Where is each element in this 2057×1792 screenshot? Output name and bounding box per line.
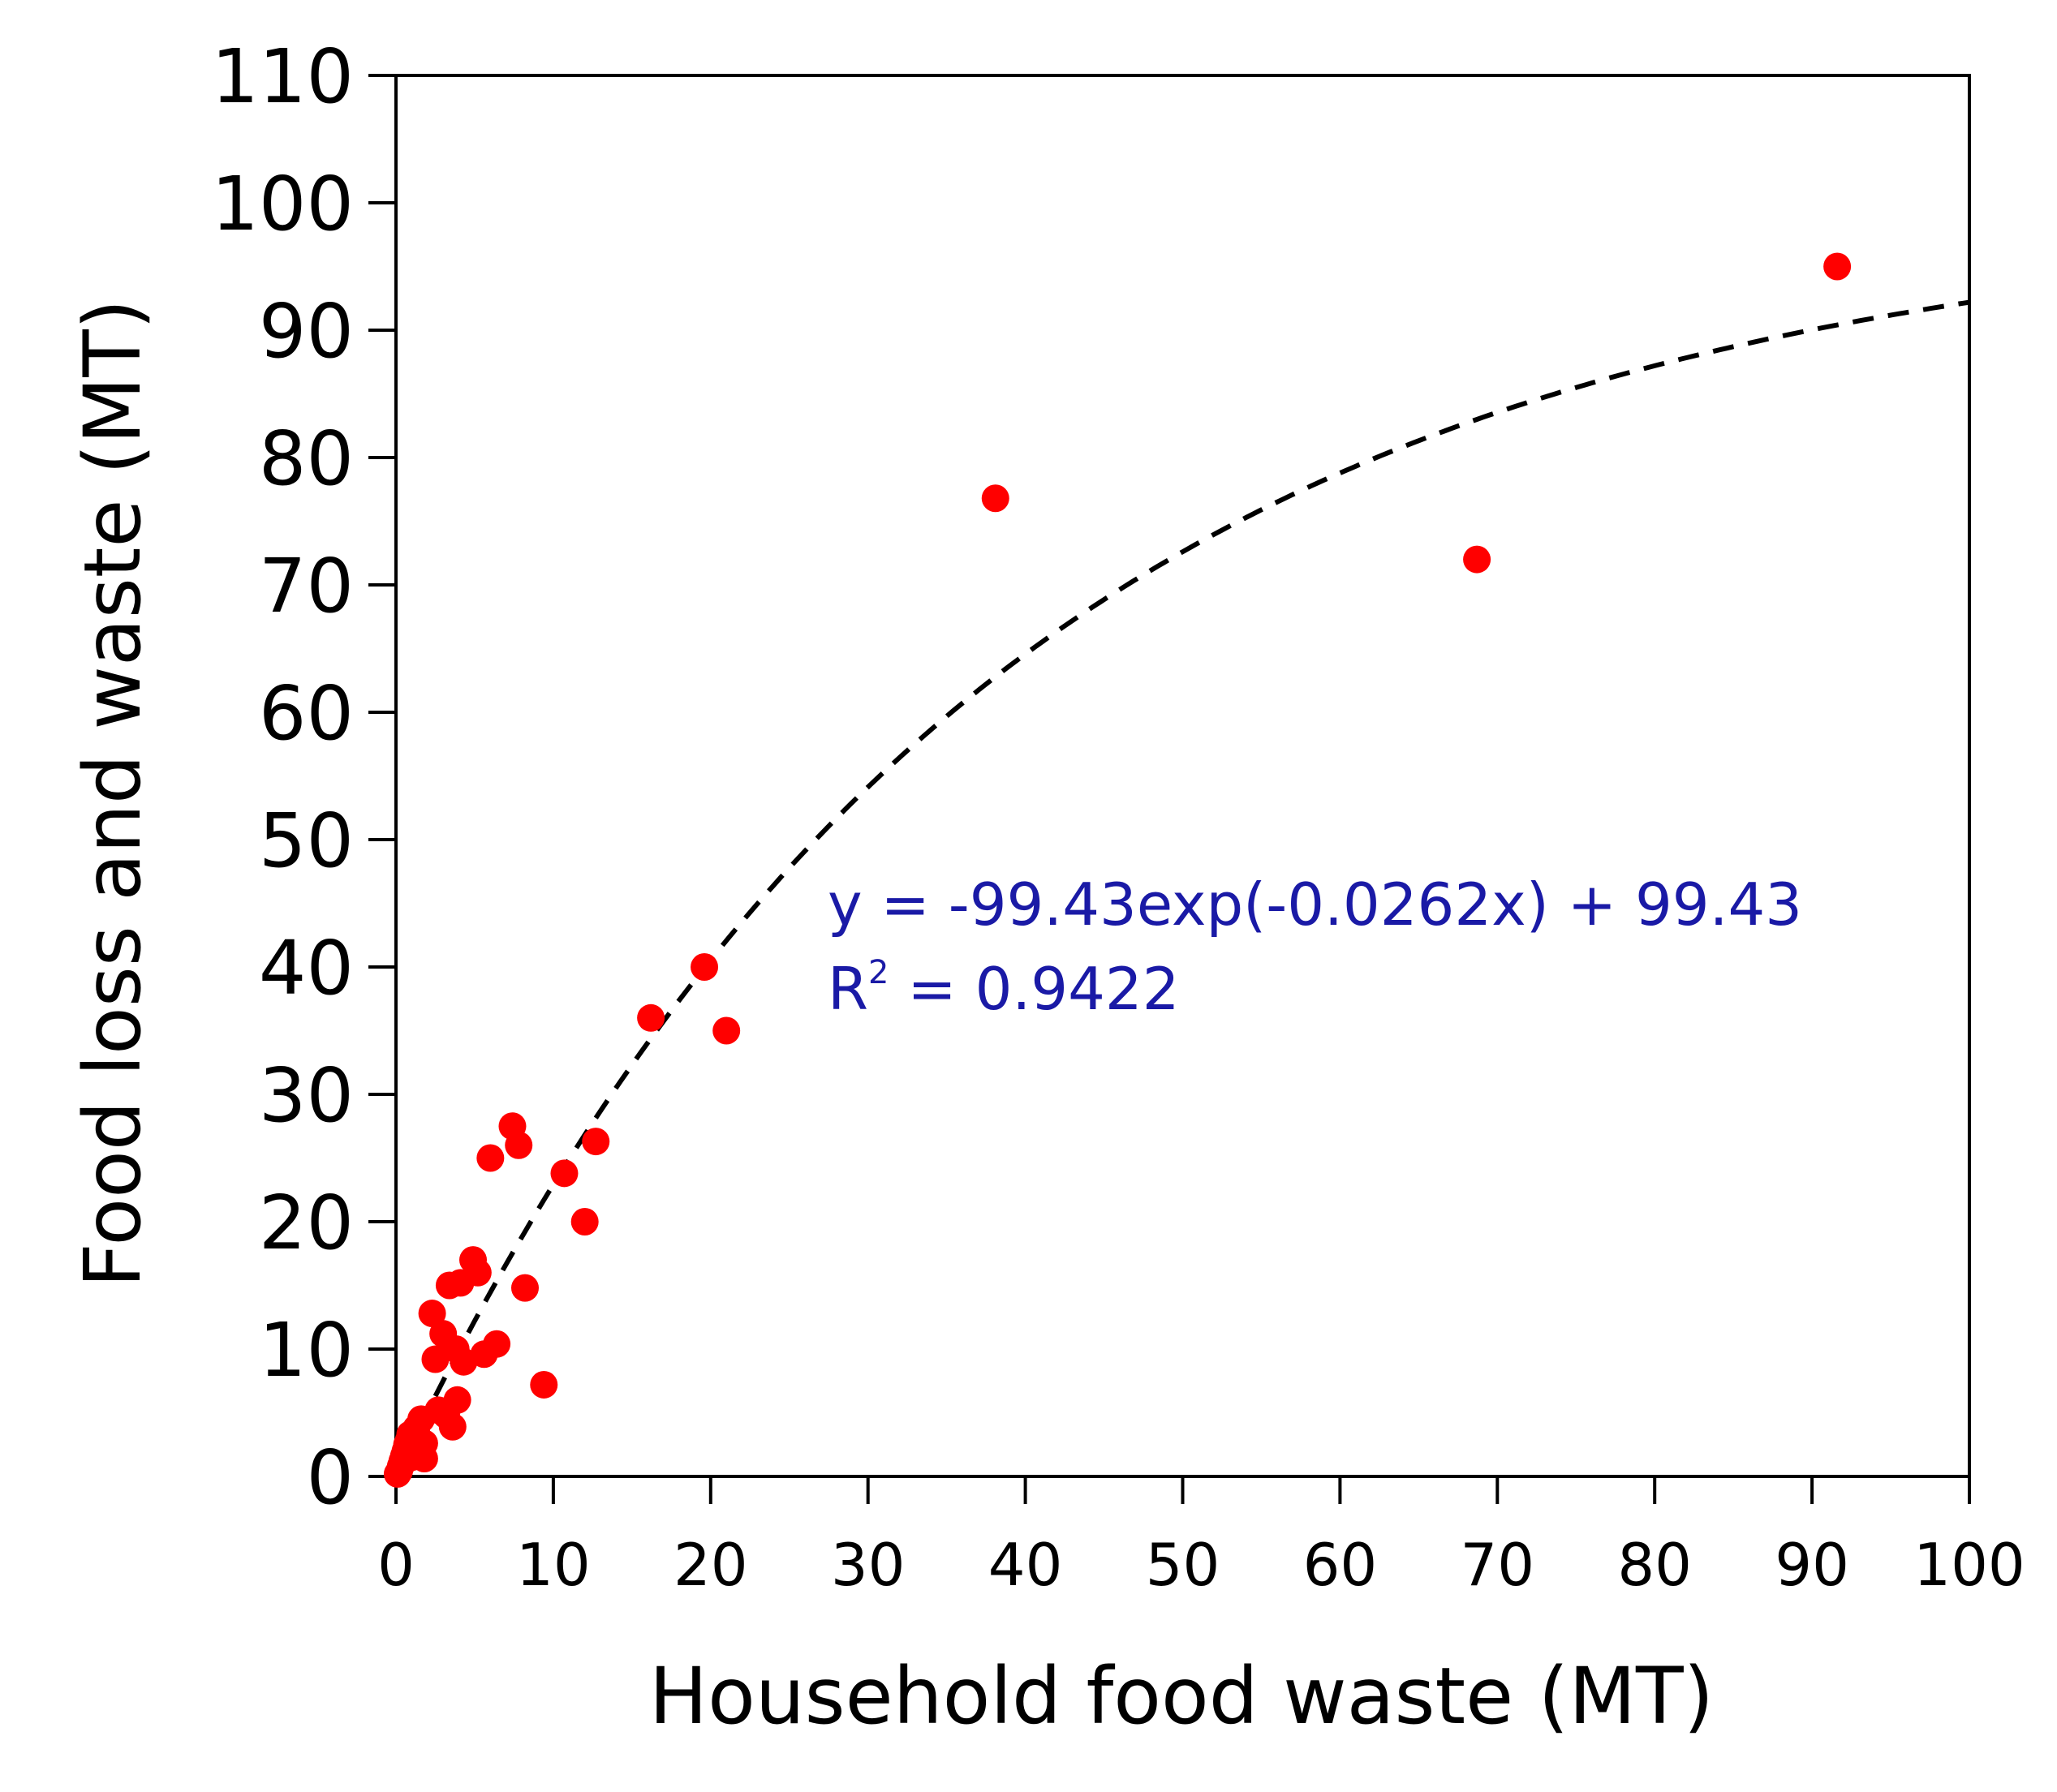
data-point xyxy=(476,1144,505,1172)
data-point xyxy=(410,1445,438,1473)
data-point xyxy=(582,1128,610,1156)
y-axis-ticks: 0 10 20 30 40 50 60 70 80 90 100 110 xyxy=(211,33,396,1521)
data-point xyxy=(550,1159,579,1188)
x-tick-label: 10 xyxy=(516,1531,591,1599)
x-tick-label: 50 xyxy=(1146,1531,1220,1599)
y-tick-label: 50 xyxy=(259,797,354,884)
y-tick-label: 60 xyxy=(259,670,354,757)
x-tick-label: 100 xyxy=(1913,1531,2025,1599)
data-point xyxy=(570,1208,599,1235)
x-tick-label: 30 xyxy=(831,1531,906,1599)
y-axis-title: Food loss and waste (MT) xyxy=(67,299,158,1288)
y-tick-label: 0 xyxy=(306,1434,354,1521)
r-squared-symbol: R xyxy=(828,955,868,1023)
data-point xyxy=(443,1386,471,1414)
x-axis-ticks: 0 10 20 30 40 50 60 70 80 90 100 xyxy=(377,1476,2025,1599)
data-point xyxy=(712,1016,741,1045)
x-tick-label: 60 xyxy=(1303,1531,1378,1599)
data-point xyxy=(510,1274,539,1302)
data-point xyxy=(691,953,719,981)
data-point xyxy=(981,484,1009,513)
y-tick-label: 110 xyxy=(211,33,354,120)
trendline xyxy=(432,299,1970,1398)
y-tick-label: 20 xyxy=(259,1180,354,1266)
y-tick-label: 70 xyxy=(259,543,354,630)
data-point xyxy=(637,1003,665,1032)
y-tick-label: 100 xyxy=(211,161,354,247)
trendline-layer xyxy=(432,299,1970,1398)
x-tick-label: 40 xyxy=(988,1531,1063,1599)
data-point xyxy=(1463,545,1491,574)
data-point xyxy=(1823,252,1852,281)
y-tick-label: 80 xyxy=(259,415,354,502)
x-tick-label: 90 xyxy=(1775,1531,1849,1599)
r-squared-value: = 0.9422 xyxy=(889,955,1179,1023)
data-point xyxy=(505,1131,533,1159)
y-tick-label: 40 xyxy=(259,925,354,1012)
data-point xyxy=(421,1345,450,1373)
x-tick-label: 80 xyxy=(1617,1531,1692,1599)
r-squared-annotation: R2 = 0.9422 xyxy=(828,954,1180,1023)
data-point xyxy=(418,1300,446,1328)
y-tick-label: 10 xyxy=(259,1307,354,1394)
data-point xyxy=(463,1258,492,1287)
trendline-equation: y = -99.43exp(-0.0262x) + 99.43 xyxy=(828,870,1802,939)
x-tick-label: 70 xyxy=(1460,1531,1534,1599)
x-tick-label: 0 xyxy=(377,1531,415,1599)
data-point xyxy=(530,1370,558,1399)
x-tick-label: 20 xyxy=(673,1531,748,1599)
data-points-layer xyxy=(383,252,1852,1488)
x-axis-title: Household food waste (MT) xyxy=(649,1651,1714,1742)
data-point xyxy=(438,1412,467,1441)
r-squared-superscript: 2 xyxy=(868,954,889,991)
y-tick-label: 90 xyxy=(259,288,354,375)
data-point xyxy=(483,1330,511,1358)
y-tick-label: 30 xyxy=(259,1052,354,1139)
